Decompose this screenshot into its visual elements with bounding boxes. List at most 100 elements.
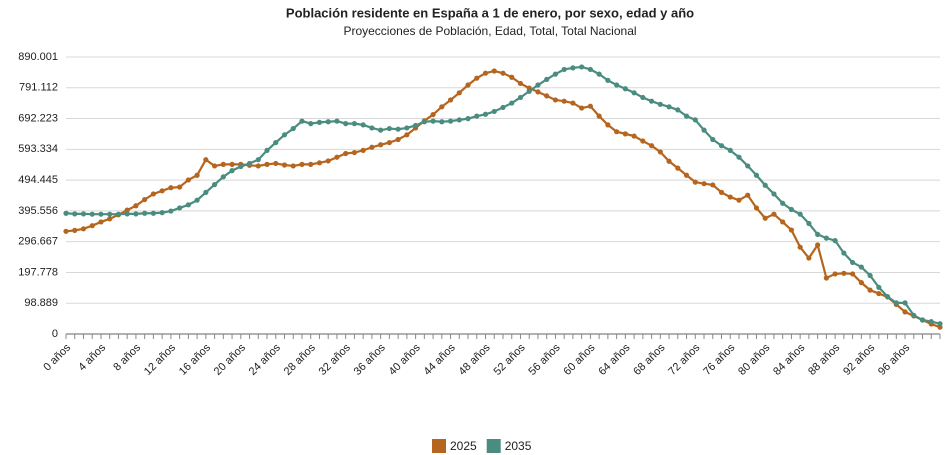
data-point: [911, 312, 917, 318]
data-point: [902, 309, 908, 315]
legend-label: 2025: [450, 439, 477, 453]
data-point: [736, 154, 742, 160]
data-point: [465, 116, 471, 122]
data-point: [509, 74, 515, 80]
data-point: [246, 160, 253, 167]
data-point: [614, 82, 620, 88]
data-point: [369, 144, 375, 150]
y-tick-label: 593.334: [18, 143, 58, 155]
data-point: [928, 318, 934, 325]
data-point: [124, 207, 130, 213]
data-point: [456, 117, 462, 123]
data-point: [273, 160, 279, 167]
data-point: [482, 111, 489, 117]
data-point: [771, 211, 777, 217]
data-point: [343, 121, 349, 127]
data-point: [89, 211, 95, 217]
x-tick-label: 16 años: [177, 341, 214, 378]
data-point: [596, 71, 602, 77]
data-point: [211, 163, 218, 169]
x-tick-label: 96 años: [876, 341, 913, 378]
x-tick-label: 72 años: [666, 341, 703, 378]
y-tick-label: 395.556: [18, 205, 58, 217]
data-point: [648, 143, 655, 149]
data-point: [413, 122, 419, 129]
data-point: [544, 76, 550, 83]
data-point: [281, 132, 288, 138]
data-point: [439, 119, 445, 125]
data-point: [316, 160, 323, 166]
data-point: [876, 284, 882, 290]
data-point: [386, 125, 392, 132]
data-point: [850, 259, 856, 266]
data-point: [552, 97, 559, 103]
data-point: [657, 101, 663, 107]
data-point: [718, 143, 725, 149]
data-point: [430, 111, 436, 118]
data-point: [360, 122, 366, 128]
data-point: [841, 270, 847, 276]
data-point: [710, 182, 716, 188]
data-point: [614, 129, 620, 135]
data-point: [657, 149, 663, 155]
data-point: [255, 157, 261, 163]
data-point: [788, 206, 795, 213]
data-point: [587, 66, 594, 73]
data-point: [360, 147, 366, 153]
data-point: [203, 189, 209, 195]
data-point: [832, 271, 838, 277]
x-tick-label: 40 años: [387, 341, 424, 378]
legend-label: 2035: [505, 439, 532, 453]
data-point: [447, 118, 454, 124]
data-point: [500, 70, 506, 76]
y-tick-label: 197.778: [18, 266, 58, 278]
x-tick-label: 28 años: [282, 341, 319, 378]
data-point: [159, 188, 165, 194]
data-point: [579, 105, 585, 111]
data-point: [482, 70, 489, 76]
data-point: [552, 71, 559, 77]
data-point: [98, 219, 104, 225]
x-tick-label: 60 años: [561, 341, 598, 378]
data-point: [264, 147, 270, 153]
data-point: [168, 208, 174, 214]
data-point: [858, 264, 864, 270]
data-point: [185, 177, 191, 183]
legend-item: 2025: [432, 439, 477, 453]
data-point: [229, 161, 235, 167]
data-point: [692, 179, 698, 185]
data-point: [439, 104, 445, 110]
data-point: [587, 103, 594, 109]
data-point: [631, 133, 637, 139]
data-point: [203, 157, 209, 163]
data-point: [745, 192, 751, 198]
x-tick-label: 64 años: [596, 341, 633, 378]
data-point: [194, 197, 200, 203]
x-tick-label: 56 años: [526, 341, 563, 378]
data-point: [902, 300, 908, 306]
data-point: [404, 132, 410, 138]
data-point: [675, 165, 681, 171]
y-tick-label: 890.001: [18, 51, 58, 63]
data-point: [561, 66, 567, 73]
data-point: [491, 68, 497, 74]
x-tick-label: 48 años: [457, 341, 494, 378]
x-tick-label: 20 años: [212, 341, 249, 378]
x-tick-label: 88 años: [806, 341, 843, 378]
legend-swatch: [432, 439, 446, 453]
data-point: [386, 139, 392, 146]
chart-subtitle: Proyecciones de Población, Edad, Total, …: [343, 24, 636, 38]
data-point: [710, 136, 716, 143]
data-point: [850, 271, 856, 277]
data-point: [72, 227, 78, 233]
data-point: [220, 161, 226, 167]
data-point: [80, 226, 87, 232]
data-point: [771, 191, 777, 197]
data-point: [753, 172, 760, 178]
data-point: [797, 211, 803, 217]
data-point: [544, 93, 550, 99]
x-tick-label: 44 años: [422, 341, 459, 378]
x-tick-label: 68 años: [631, 341, 668, 378]
data-point: [290, 163, 296, 169]
